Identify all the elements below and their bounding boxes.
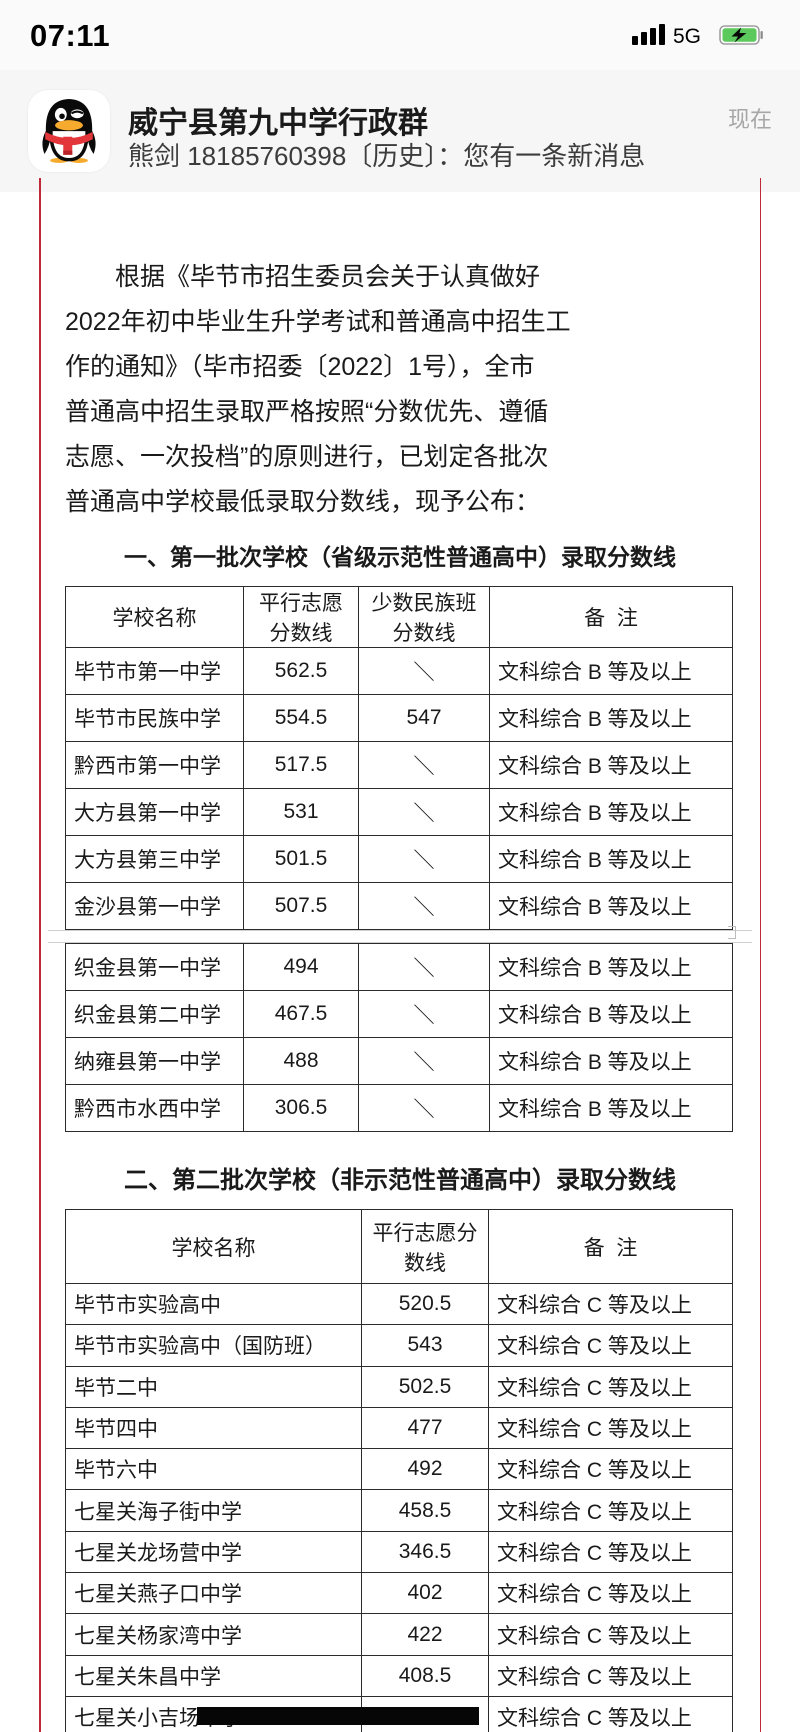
svg-text:5G: 5G bbox=[673, 25, 701, 48]
